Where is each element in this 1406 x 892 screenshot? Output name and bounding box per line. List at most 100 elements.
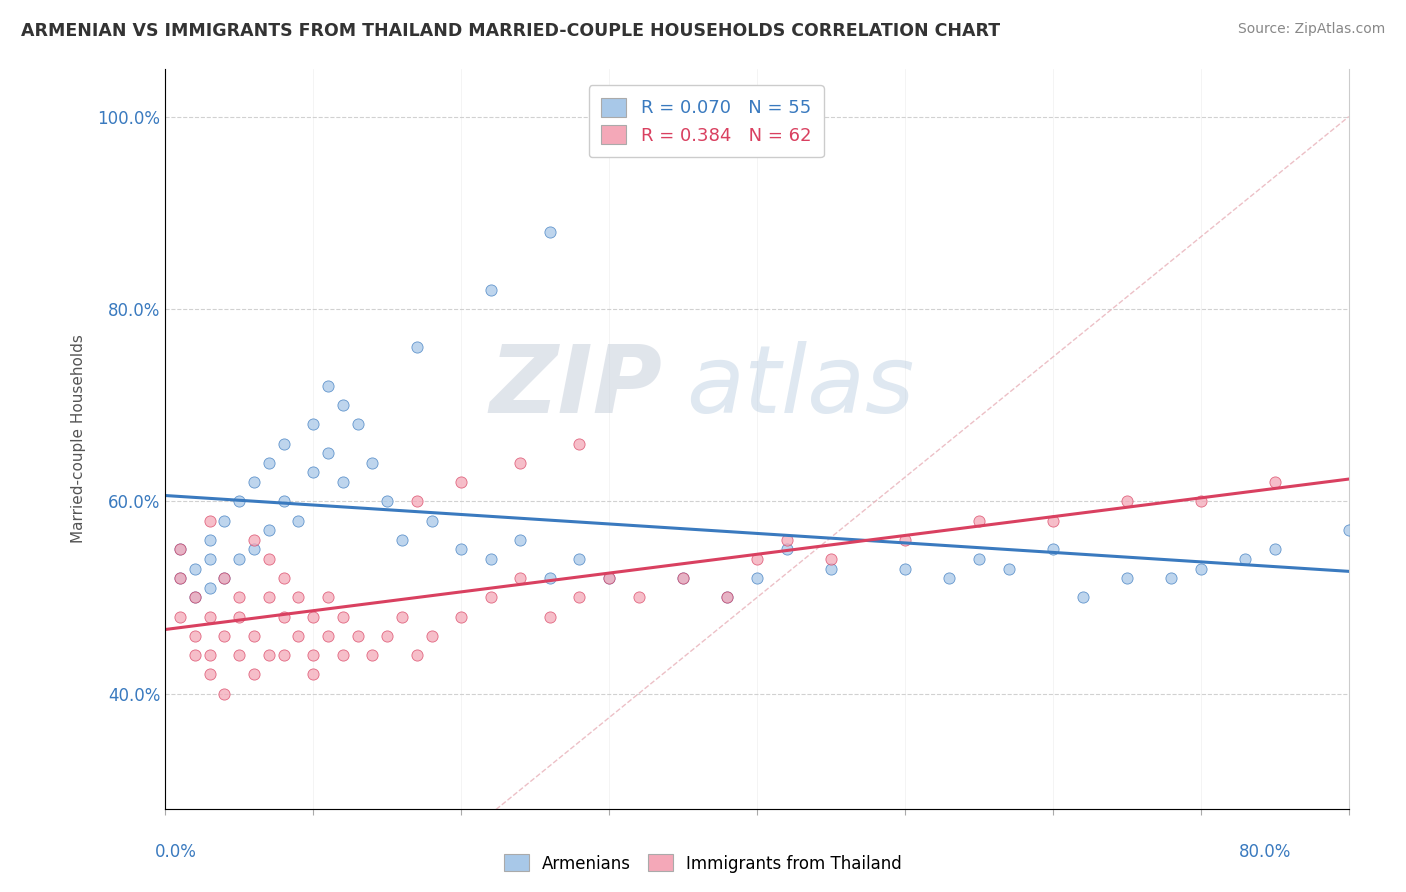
Point — [509, 533, 531, 547]
Point — [169, 571, 191, 585]
Point — [287, 514, 309, 528]
Point — [214, 571, 236, 585]
Point — [228, 591, 250, 605]
Point — [1337, 523, 1360, 537]
Point — [450, 542, 472, 557]
Point — [332, 609, 354, 624]
Point — [198, 514, 221, 528]
Point — [627, 591, 650, 605]
Point — [228, 648, 250, 662]
Point — [894, 533, 917, 547]
Point — [538, 609, 561, 624]
Point — [332, 475, 354, 489]
Point — [302, 648, 325, 662]
Point — [346, 417, 368, 432]
Point — [228, 552, 250, 566]
Text: ARMENIAN VS IMMIGRANTS FROM THAILAND MARRIED-COUPLE HOUSEHOLDS CORRELATION CHART: ARMENIAN VS IMMIGRANTS FROM THAILAND MAR… — [21, 22, 1000, 40]
Point — [257, 552, 280, 566]
Point — [375, 629, 398, 643]
Point — [257, 523, 280, 537]
Point — [568, 436, 591, 450]
Point — [332, 648, 354, 662]
Point — [287, 629, 309, 643]
Point — [273, 494, 295, 508]
Y-axis label: Married-couple Households: Married-couple Households — [72, 334, 86, 543]
Point — [450, 475, 472, 489]
Point — [1264, 542, 1286, 557]
Point — [273, 436, 295, 450]
Point — [568, 552, 591, 566]
Point — [302, 466, 325, 480]
Point — [243, 629, 266, 643]
Point — [184, 561, 207, 575]
Point — [1115, 494, 1137, 508]
Point — [346, 629, 368, 643]
Point — [184, 591, 207, 605]
Point — [302, 609, 325, 624]
Point — [302, 667, 325, 681]
Point — [745, 571, 768, 585]
Point — [361, 648, 384, 662]
Point — [716, 591, 738, 605]
Text: Source: ZipAtlas.com: Source: ZipAtlas.com — [1237, 22, 1385, 37]
Point — [243, 475, 266, 489]
Point — [198, 581, 221, 595]
Point — [479, 591, 502, 605]
Point — [375, 494, 398, 508]
Point — [214, 687, 236, 701]
Text: 80.0%: 80.0% — [1239, 843, 1292, 861]
Point — [316, 629, 339, 643]
Point — [332, 398, 354, 412]
Text: 0.0%: 0.0% — [155, 843, 197, 861]
Point — [479, 283, 502, 297]
Point — [302, 417, 325, 432]
Point — [198, 533, 221, 547]
Point — [198, 667, 221, 681]
Point — [1264, 475, 1286, 489]
Point — [820, 561, 842, 575]
Point — [1189, 494, 1212, 508]
Point — [1042, 514, 1064, 528]
Point — [1042, 542, 1064, 557]
Point — [198, 609, 221, 624]
Point — [169, 542, 191, 557]
Point — [214, 514, 236, 528]
Point — [672, 571, 695, 585]
Point — [450, 609, 472, 624]
Point — [820, 552, 842, 566]
Point — [775, 533, 797, 547]
Point — [184, 591, 207, 605]
Point — [257, 648, 280, 662]
Point — [184, 648, 207, 662]
Point — [672, 571, 695, 585]
Point — [243, 667, 266, 681]
Point — [405, 340, 427, 354]
Point — [273, 648, 295, 662]
Point — [420, 514, 443, 528]
Point — [257, 456, 280, 470]
Point — [391, 609, 413, 624]
Point — [228, 609, 250, 624]
Point — [391, 533, 413, 547]
Point — [243, 542, 266, 557]
Legend: R = 0.070   N = 55, R = 0.384   N = 62: R = 0.070 N = 55, R = 0.384 N = 62 — [589, 85, 824, 157]
Point — [169, 571, 191, 585]
Point — [775, 542, 797, 557]
Point — [243, 533, 266, 547]
Point — [214, 571, 236, 585]
Point — [405, 494, 427, 508]
Point — [169, 542, 191, 557]
Point — [198, 552, 221, 566]
Point — [184, 629, 207, 643]
Text: ZIP: ZIP — [489, 341, 662, 433]
Point — [316, 379, 339, 393]
Text: atlas: atlas — [686, 342, 914, 433]
Point — [509, 571, 531, 585]
Point — [894, 561, 917, 575]
Point — [405, 648, 427, 662]
Point — [479, 552, 502, 566]
Point — [538, 571, 561, 585]
Point — [538, 225, 561, 239]
Point — [257, 591, 280, 605]
Legend: Armenians, Immigrants from Thailand: Armenians, Immigrants from Thailand — [498, 847, 908, 880]
